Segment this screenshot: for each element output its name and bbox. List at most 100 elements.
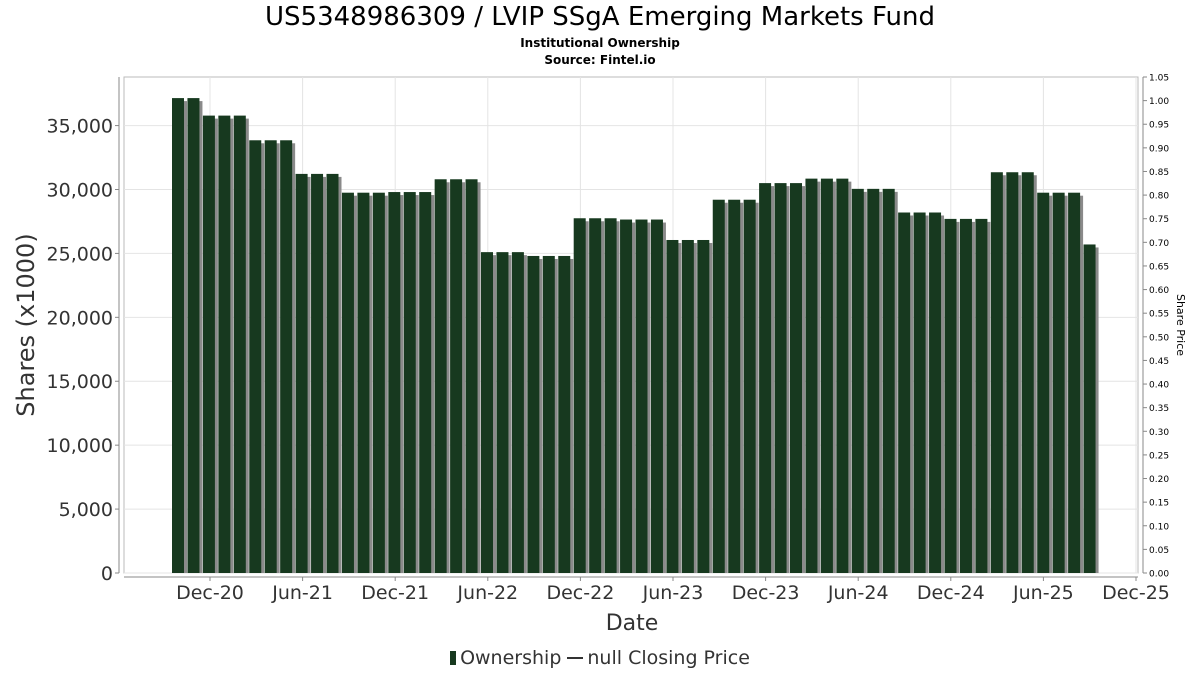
x-tick-label: Jun-24 (827, 582, 889, 604)
bar (249, 140, 262, 573)
bar (604, 218, 617, 573)
bar (465, 179, 478, 573)
x-tick-label: Dec-20 (176, 582, 244, 604)
bar (1068, 192, 1081, 573)
bar (1083, 244, 1096, 573)
chart-title: US5348986309 / LVIP SSgA Emerging Market… (265, 2, 935, 32)
bar (264, 140, 277, 573)
bar (311, 173, 324, 573)
bar (820, 178, 833, 574)
bar (929, 212, 942, 573)
bar (650, 219, 663, 574)
bar (805, 178, 818, 574)
bars-group (172, 98, 1099, 574)
y-tick-label: 15,000 (47, 371, 113, 393)
bar (1021, 172, 1034, 573)
bar (434, 179, 447, 573)
y2-tick-label: 0.95 (1149, 121, 1169, 131)
x-tick-label: Dec-21 (361, 582, 429, 604)
bar (851, 188, 864, 574)
bar (913, 212, 926, 573)
bar (573, 218, 586, 573)
bar (419, 192, 432, 573)
bar (728, 199, 741, 573)
bar (898, 212, 911, 573)
bar (1052, 192, 1065, 573)
bar (218, 115, 231, 573)
y2-tick-label: 0.05 (1149, 546, 1169, 556)
chart-subtitle: Institutional Ownership (520, 36, 680, 50)
bar (233, 115, 246, 573)
bar (944, 218, 957, 573)
x-axis-label: Date (606, 611, 659, 636)
bar (681, 239, 694, 573)
bar (620, 219, 633, 574)
bar (326, 173, 339, 573)
y2-tick-label: 0.45 (1149, 357, 1169, 367)
bar (388, 192, 401, 573)
y2-tick-label: 0.30 (1149, 428, 1169, 438)
x-axis-ticks: Dec-20 Jun-21 Dec-21 Jun-22 Dec-22 Jun-23 Dec-… (176, 577, 1170, 604)
legend-ownership-label: Ownership (460, 647, 562, 669)
y2-axis-label: Share Price (1174, 294, 1187, 356)
bar (666, 239, 679, 573)
bar (836, 178, 849, 574)
y2-tick-label: 0.85 (1149, 168, 1169, 178)
ownership-swatch (450, 651, 457, 665)
x-tick-label: Jun-22 (456, 582, 518, 604)
bar (481, 252, 493, 573)
bar (635, 219, 648, 574)
y-tick-label: 35,000 (47, 116, 113, 138)
y2-tick-label: 0.10 (1149, 522, 1169, 532)
y2-tick-label: 0.70 (1149, 239, 1169, 249)
bar (295, 173, 308, 573)
bar (959, 218, 972, 573)
bar (975, 218, 988, 573)
y-axis-label: Shares (x1000) (12, 233, 40, 416)
bar (1006, 172, 1019, 573)
y-axis-ticks: 0 5,000 10,000 15,000 20,000 25,000 30,000 35,0… (47, 116, 119, 585)
bar (341, 192, 354, 573)
y-tick-label: 0 (101, 563, 113, 585)
bar (759, 183, 772, 573)
legend: Ownership null Closing Price (0, 647, 1200, 669)
y-tick-label: 5,000 (59, 499, 113, 521)
y2-tick-label: 0.55 (1149, 310, 1169, 320)
bar (527, 255, 540, 574)
bar (280, 140, 293, 573)
x-tick-label: Dec-24 (917, 582, 985, 604)
x-tick-label: Jun-23 (642, 582, 704, 604)
y2-tick-label: 0.50 (1149, 333, 1169, 343)
y2-tick-label: 0.00 (1149, 570, 1169, 580)
y2-tick-label: 0.15 (1149, 499, 1169, 509)
y2-tick-label: 0.35 (1149, 404, 1169, 414)
y2-tick-label: 0.25 (1149, 451, 1169, 461)
bar (1037, 192, 1050, 573)
y2-tick-label: 0.20 (1149, 475, 1169, 485)
bar (172, 98, 184, 574)
y-tick-label: 30,000 (47, 179, 113, 201)
bar (202, 115, 215, 573)
bar (697, 239, 710, 573)
bar (542, 255, 555, 574)
y2-tick-label: 0.65 (1149, 262, 1169, 272)
y2-tick-label: 1.00 (1149, 97, 1169, 107)
chart-source: Source: Fintel.io (544, 53, 656, 67)
y-tick-label: 10,000 (47, 435, 113, 457)
y2-tick-label: 0.80 (1149, 192, 1169, 202)
x-tick-label: Dec-23 (732, 582, 800, 604)
y2-tick-label: 0.75 (1149, 215, 1169, 225)
bar (790, 183, 802, 573)
bar (558, 255, 571, 574)
x-tick-label: Dec-25 (1102, 582, 1170, 604)
y2-axis-ticks: 0.00 0.05 0.10 0.15 0.20 0.25 0.30 0.35 0.40 0.45… (1143, 74, 1169, 580)
y-tick-label: 25,000 (47, 243, 113, 265)
y2-tick-label: 0.90 (1149, 144, 1169, 154)
x-tick-label: Jun-25 (1012, 582, 1074, 604)
legend-price-label: null Closing Price (587, 647, 750, 669)
bar (867, 188, 880, 574)
price-line-swatch (567, 657, 584, 659)
x-tick-label: Dec-22 (546, 582, 614, 604)
